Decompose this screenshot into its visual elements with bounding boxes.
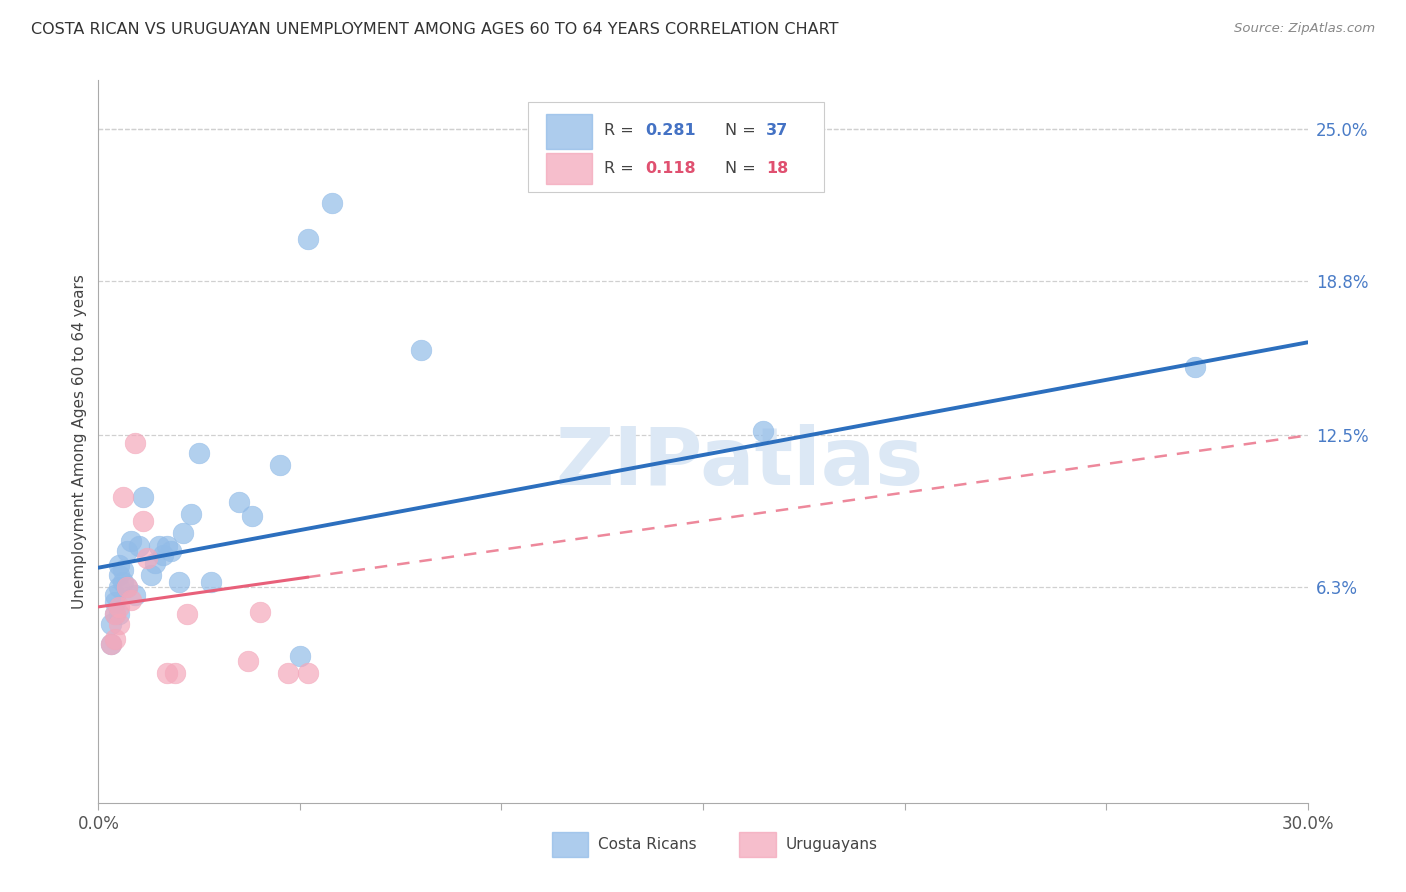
Point [156,665,179,680]
Point [152,549,174,563]
Point [228,494,250,508]
Text: 18: 18 [766,161,789,176]
Point [160,543,183,558]
Point [321,195,343,210]
Point [1184,359,1206,374]
Text: 37: 37 [766,123,789,138]
Point [124,588,146,602]
Point [103,607,125,622]
Point [752,424,775,438]
Point [107,607,129,622]
Point [249,605,271,619]
FancyBboxPatch shape [546,153,592,185]
FancyBboxPatch shape [546,114,592,149]
Text: Costa Ricans: Costa Ricans [598,838,696,852]
Point [107,558,129,573]
Point [176,607,198,622]
Point [103,588,125,602]
Point [277,665,299,680]
Text: Uruguayans: Uruguayans [785,838,877,852]
Point [103,607,125,622]
Point [100,637,122,651]
Point [107,580,129,594]
Point [240,509,263,524]
Point [139,568,162,582]
Point [132,514,155,528]
Text: R =: R = [603,161,638,176]
Point [115,580,138,594]
Point [156,539,179,553]
Text: 0.281: 0.281 [645,123,696,138]
FancyBboxPatch shape [551,831,588,857]
Point [115,543,138,558]
Point [409,343,432,357]
Point [135,550,157,565]
Point [188,445,211,459]
Point [200,575,222,590]
Point [143,556,166,570]
Point [132,490,155,504]
Point [172,526,194,541]
Point [100,617,122,632]
FancyBboxPatch shape [740,831,776,857]
Point [124,435,146,450]
Point [163,665,186,680]
Point [236,654,259,668]
Point [269,458,291,472]
Y-axis label: Unemployment Among Ages 60 to 64 years: Unemployment Among Ages 60 to 64 years [72,274,87,609]
Point [103,595,125,609]
Text: N =: N = [724,161,761,176]
Point [288,648,311,663]
Point [297,232,319,246]
Point [107,617,129,632]
Point [100,637,122,651]
Point [120,592,142,607]
Point [297,665,319,680]
Point [103,632,125,646]
Point [120,533,142,548]
Text: ZIPatlas: ZIPatlas [555,425,924,502]
Point [148,539,170,553]
Point [111,490,134,504]
FancyBboxPatch shape [527,102,824,193]
Text: Source: ZipAtlas.com: Source: ZipAtlas.com [1234,22,1375,36]
Point [115,580,138,594]
Text: R =: R = [603,123,638,138]
Text: COSTA RICAN VS URUGUAYAN UNEMPLOYMENT AMONG AGES 60 TO 64 YEARS CORRELATION CHAR: COSTA RICAN VS URUGUAYAN UNEMPLOYMENT AM… [31,22,838,37]
Text: 0.118: 0.118 [645,161,696,176]
Text: N =: N = [724,123,761,138]
Point [111,563,134,577]
Point [111,575,134,590]
Point [167,575,190,590]
Point [107,568,129,582]
Point [128,539,150,553]
Point [180,507,202,521]
Point [107,599,129,614]
